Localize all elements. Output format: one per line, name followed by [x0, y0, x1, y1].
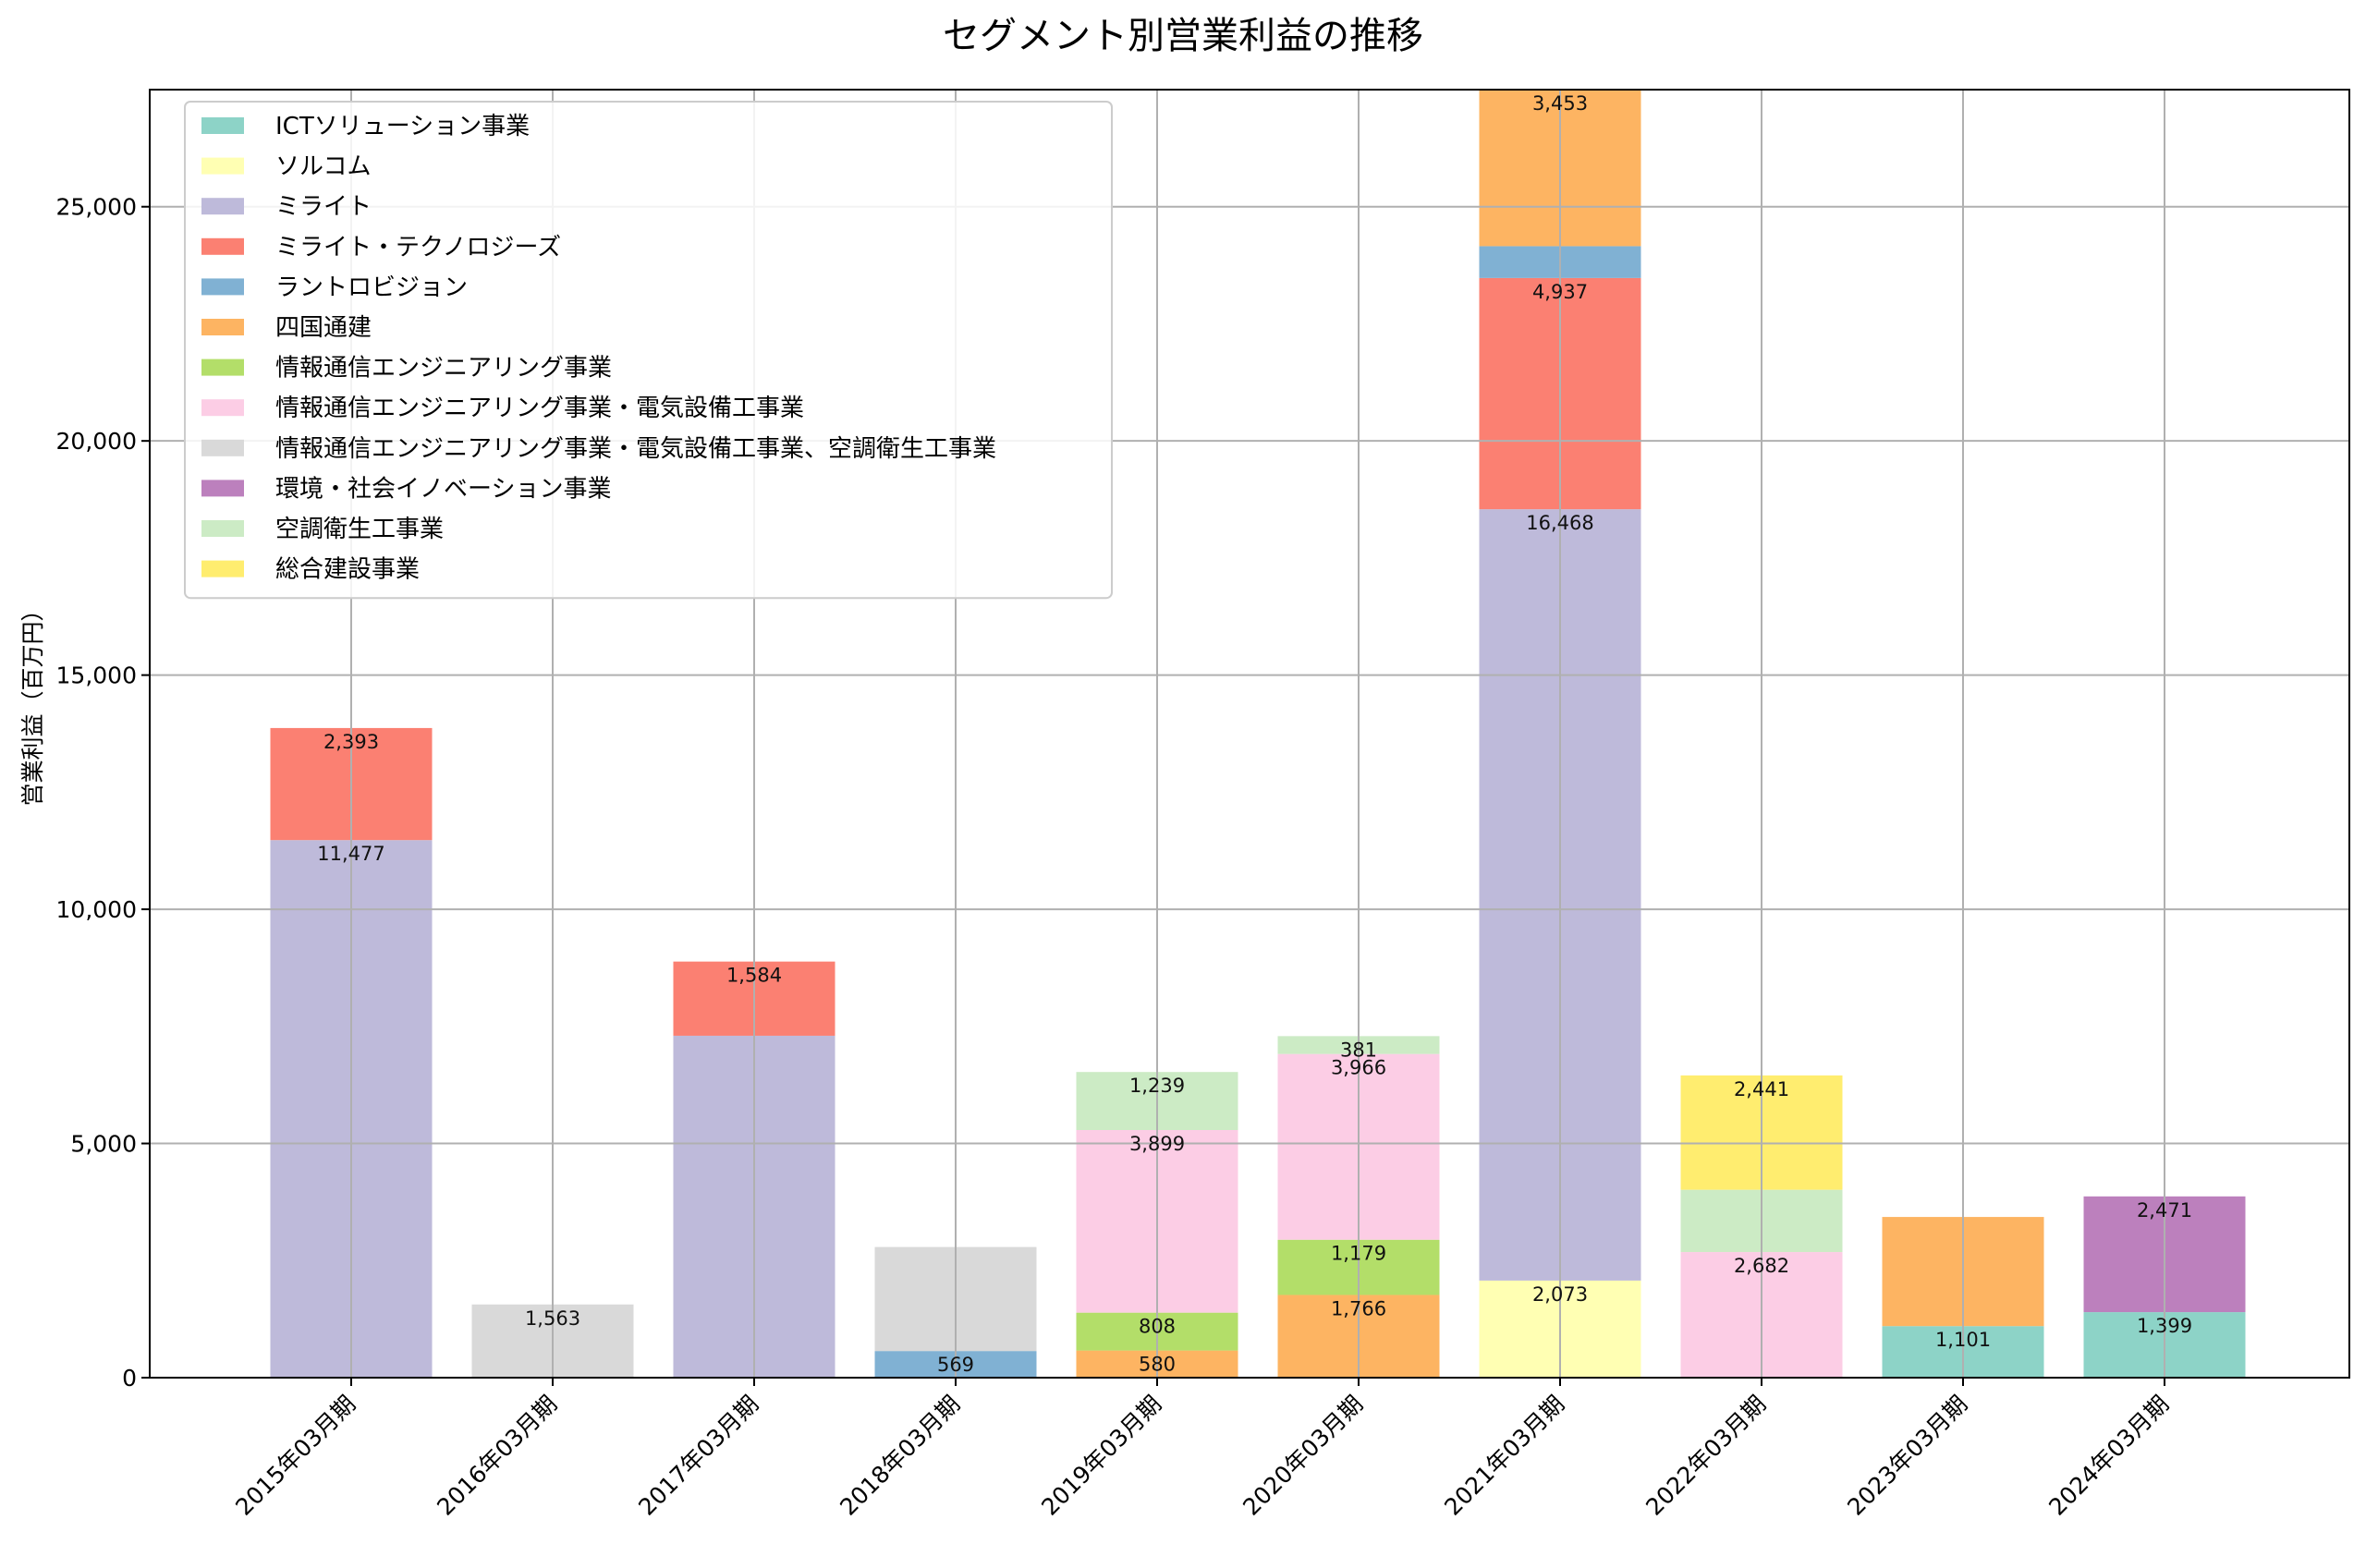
- legend-swatch: [201, 439, 244, 456]
- data-label: 1,101: [1935, 1329, 1991, 1351]
- legend-label: 空調衛生工事業: [275, 516, 444, 543]
- legend-swatch: [201, 117, 244, 134]
- x-tick-label: 2019年03月期: [1036, 1391, 1166, 1521]
- legend-swatch: [201, 480, 244, 497]
- data-label: 381: [1340, 1039, 1377, 1061]
- x-tick-label: 2018年03月期: [835, 1391, 965, 1521]
- plot-frame: [149, 89, 2350, 1379]
- legend-label: 四国通建: [275, 314, 372, 342]
- data-label: 1,179: [1331, 1243, 1386, 1265]
- y-tick-label: 25,000: [56, 194, 137, 221]
- y-axis: 0 5,000 10,000 15,000 20,000 25,000: [56, 194, 150, 1392]
- data-label: 3,966: [1331, 1057, 1386, 1079]
- x-tick-label: 2016年03月期: [432, 1391, 562, 1521]
- y-tick-label: 0: [122, 1365, 137, 1392]
- data-label: 1,239: [1129, 1075, 1185, 1097]
- y-tick-label: 20,000: [56, 428, 137, 455]
- data-label: 569: [937, 1354, 974, 1376]
- data-label: 1,563: [525, 1307, 580, 1330]
- data-label: 3,899: [1129, 1133, 1185, 1155]
- plot-border: [149, 89, 2350, 1379]
- data-label: 2,471: [2137, 1199, 2192, 1222]
- x-tick-label: 2015年03月期: [230, 1391, 360, 1521]
- y-axis-label: 営業利益（百万円）: [19, 598, 46, 806]
- legend-swatch: [201, 319, 244, 335]
- x-axis: 2015年03月期 2016年03月期 2017年03月期 2018年03月期 2019…: [230, 1378, 2174, 1521]
- legend: ICTソリューション事業ソルコムミライトミライト・テクノロジーズラントロビジョン…: [184, 101, 1113, 600]
- data-labels: 11,477 2,393 1,563 1,584 569 580 808 3,899 1,239…: [317, 92, 2192, 1376]
- chart-title: セグメント別営業利益の推移: [943, 15, 1423, 57]
- legend-swatch: [201, 520, 244, 537]
- data-label: 2,441: [1734, 1078, 1789, 1100]
- y-tick-label: 15,000: [56, 662, 137, 689]
- legend-swatch: [201, 157, 244, 175]
- data-label: 4,937: [1532, 281, 1588, 303]
- y-tick-label: 10,000: [56, 896, 137, 923]
- x-tick-label: 2017年03月期: [633, 1391, 763, 1521]
- data-label: 1,399: [2137, 1315, 2192, 1337]
- legend-swatch: [201, 359, 244, 376]
- legend-swatch: [201, 399, 244, 417]
- legend-swatch: [201, 198, 244, 215]
- data-label: 2,393: [323, 731, 379, 753]
- x-tick-label: 2021年03月期: [1439, 1391, 1569, 1521]
- legend-box: [184, 101, 1113, 600]
- x-tick-label: 2023年03月期: [1842, 1391, 1972, 1521]
- legend-label: ミライト: [275, 193, 372, 221]
- data-label: 580: [1139, 1354, 1176, 1376]
- data-label: 808: [1139, 1316, 1176, 1338]
- legend-label: 情報通信エンジニアリング事業: [275, 355, 612, 383]
- legend-label: ラントロビジョン: [275, 273, 468, 301]
- legend-label: ICTソリューション事業: [275, 113, 530, 140]
- x-tick-label: 2020年03月期: [1238, 1391, 1368, 1521]
- data-label: 3,453: [1532, 92, 1588, 115]
- legend-label: 総合建設事業: [275, 556, 420, 584]
- legend-swatch: [201, 278, 244, 296]
- legend-label: ミライト・テクノロジーズ: [275, 234, 561, 261]
- legend-label: 情報通信エンジニアリング事業・電気設備工事業、空調衛生工事業: [275, 435, 996, 463]
- data-label: 2,682: [1734, 1255, 1789, 1277]
- legend-swatch: [201, 237, 244, 255]
- data-label: 1,766: [1331, 1297, 1386, 1319]
- data-label: 2,073: [1532, 1283, 1588, 1306]
- x-tick-label: 2024年03月期: [2043, 1391, 2174, 1521]
- legend-label: 情報通信エンジニアリング事業・電気設備工事業: [275, 395, 804, 422]
- legend-swatch: [201, 560, 244, 577]
- data-label: 1,584: [726, 965, 782, 987]
- data-label: 16,468: [1526, 512, 1593, 534]
- y-tick-label: 5,000: [70, 1131, 137, 1158]
- data-label: 11,477: [317, 843, 384, 865]
- x-tick-label: 2022年03月期: [1640, 1391, 1771, 1521]
- legend-label: 環境・社会イノベーション事業: [275, 475, 611, 503]
- legend-label: ソルコム: [275, 153, 371, 181]
